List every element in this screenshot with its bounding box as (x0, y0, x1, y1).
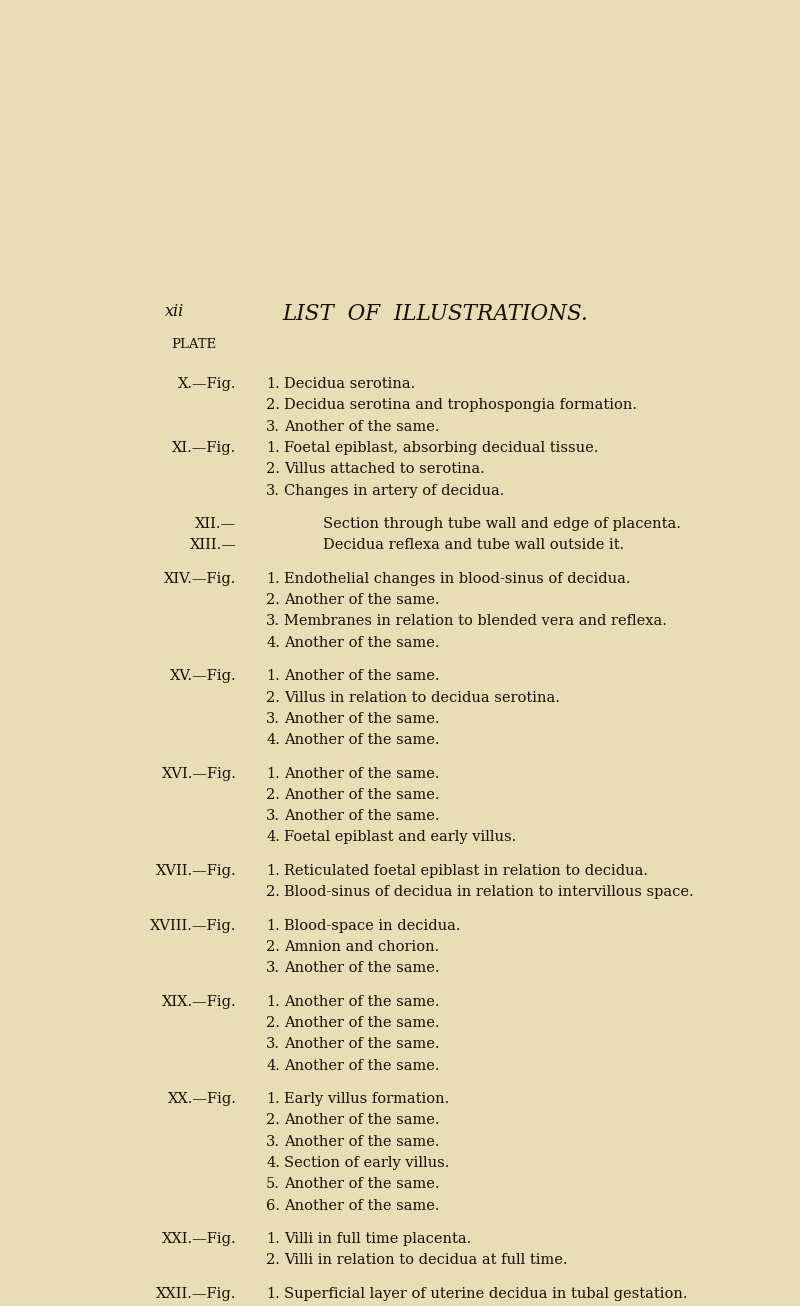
Text: Superficial layer of uterine decidua in tubal gestation.: Superficial layer of uterine decidua in … (284, 1286, 688, 1301)
Text: Another of the same.: Another of the same. (284, 1059, 440, 1072)
Text: Another of the same.: Another of the same. (284, 1037, 440, 1051)
Text: 2.: 2. (266, 691, 280, 704)
Text: XI.—Fig.: XI.—Fig. (172, 441, 237, 454)
Text: 3.: 3. (266, 1037, 280, 1051)
Text: XII.—: XII.— (195, 517, 237, 532)
Text: 3.: 3. (266, 419, 280, 434)
Text: XIV.—Fig.: XIV.—Fig. (164, 572, 237, 586)
Text: Another of the same.: Another of the same. (284, 788, 440, 802)
Text: 4.: 4. (266, 1156, 280, 1170)
Text: Another of the same.: Another of the same. (284, 1135, 440, 1148)
Text: Blood-space in decidua.: Blood-space in decidua. (284, 918, 461, 932)
Text: Decidua reflexa and tube wall outside it.: Decidua reflexa and tube wall outside it… (323, 538, 625, 552)
Text: Villus attached to serotina.: Villus attached to serotina. (284, 462, 485, 477)
Text: Another of the same.: Another of the same. (284, 712, 440, 726)
Text: xii: xii (165, 303, 184, 320)
Text: PLATE: PLATE (171, 338, 217, 351)
Text: XVII.—Fig.: XVII.—Fig. (156, 863, 237, 878)
Text: Membranes in relation to blended vera and reflexa.: Membranes in relation to blended vera an… (284, 615, 667, 628)
Text: 1.: 1. (266, 995, 280, 1008)
Text: XV.—Fig.: XV.—Fig. (170, 669, 237, 683)
Text: 1.: 1. (266, 918, 280, 932)
Text: 1.: 1. (266, 669, 280, 683)
Text: 4.: 4. (266, 733, 280, 747)
Text: XXI.—Fig.: XXI.—Fig. (162, 1232, 237, 1246)
Text: 2.: 2. (266, 593, 280, 607)
Text: Another of the same.: Another of the same. (284, 636, 440, 650)
Text: Another of the same.: Another of the same. (284, 593, 440, 607)
Text: Section through tube wall and edge of placenta.: Section through tube wall and edge of pl… (323, 517, 681, 532)
Text: 2.: 2. (266, 462, 280, 477)
Text: Villi in full time placenta.: Villi in full time placenta. (284, 1232, 471, 1246)
Text: Villi in relation to decidua at full time.: Villi in relation to decidua at full tim… (284, 1254, 568, 1267)
Text: 1.: 1. (266, 572, 280, 586)
Text: Another of the same.: Another of the same. (284, 1177, 440, 1191)
Text: Villus in relation to decidua serotina.: Villus in relation to decidua serotina. (284, 691, 560, 704)
Text: 6.: 6. (266, 1199, 280, 1212)
Text: Another of the same.: Another of the same. (284, 1113, 440, 1127)
Text: Another of the same.: Another of the same. (284, 810, 440, 823)
Text: 1.: 1. (266, 1232, 280, 1246)
Text: Another of the same.: Another of the same. (284, 1199, 440, 1212)
Text: 3.: 3. (266, 961, 280, 976)
Text: 2.: 2. (266, 398, 280, 413)
Text: Changes in artery of decidua.: Changes in artery of decidua. (284, 483, 505, 498)
Text: 1.: 1. (266, 863, 280, 878)
Text: Another of the same.: Another of the same. (284, 995, 440, 1008)
Text: Early villus formation.: Early villus formation. (284, 1092, 450, 1106)
Text: Decidua serotina and trophospongia formation.: Decidua serotina and trophospongia forma… (284, 398, 637, 413)
Text: Another of the same.: Another of the same. (284, 733, 440, 747)
Text: Foetal epiblast, absorbing decidual tissue.: Foetal epiblast, absorbing decidual tiss… (284, 441, 598, 454)
Text: Decidua serotina.: Decidua serotina. (284, 377, 415, 392)
Text: 4.: 4. (266, 1059, 280, 1072)
Text: Another of the same.: Another of the same. (284, 419, 440, 434)
Text: Endothelial changes in blood-sinus of decidua.: Endothelial changes in blood-sinus of de… (284, 572, 630, 586)
Text: Blood-sinus of decidua in relation to intervillous space.: Blood-sinus of decidua in relation to in… (284, 885, 694, 900)
Text: Section of early villus.: Section of early villus. (284, 1156, 450, 1170)
Text: Foetal epiblast and early villus.: Foetal epiblast and early villus. (284, 831, 516, 845)
Text: 2.: 2. (266, 1254, 280, 1267)
Text: XVI.—Fig.: XVI.—Fig. (162, 767, 237, 781)
Text: 3.: 3. (266, 615, 280, 628)
Text: 3.: 3. (266, 483, 280, 498)
Text: XXII.—Fig.: XXII.—Fig. (156, 1286, 237, 1301)
Text: Another of the same.: Another of the same. (284, 961, 440, 976)
Text: 3.: 3. (266, 712, 280, 726)
Text: XVIII.—Fig.: XVIII.—Fig. (150, 918, 237, 932)
Text: Another of the same.: Another of the same. (284, 767, 440, 781)
Text: XIX.—Fig.: XIX.—Fig. (162, 995, 237, 1008)
Text: 1.: 1. (266, 1286, 280, 1301)
Text: 2.: 2. (266, 885, 280, 900)
Text: 2.: 2. (266, 788, 280, 802)
Text: 4.: 4. (266, 636, 280, 650)
Text: 3.: 3. (266, 810, 280, 823)
Text: Another of the same.: Another of the same. (284, 1016, 440, 1030)
Text: LIST  OF  ILLUSTRATIONS.: LIST OF ILLUSTRATIONS. (282, 303, 588, 324)
Text: 2.: 2. (266, 940, 280, 953)
Text: 1.: 1. (266, 767, 280, 781)
Text: 1.: 1. (266, 1092, 280, 1106)
Text: 2.: 2. (266, 1113, 280, 1127)
Text: 2.: 2. (266, 1016, 280, 1030)
Text: 3.: 3. (266, 1135, 280, 1148)
Text: 4.: 4. (266, 831, 280, 845)
Text: Amnion and chorion.: Amnion and chorion. (284, 940, 439, 953)
Text: Another of the same.: Another of the same. (284, 669, 440, 683)
Text: Reticulated foetal epiblast in relation to decidua.: Reticulated foetal epiblast in relation … (284, 863, 648, 878)
Text: 5.: 5. (266, 1177, 280, 1191)
Text: 1.: 1. (266, 441, 280, 454)
Text: XIII.—: XIII.— (190, 538, 237, 552)
Text: XX.—Fig.: XX.—Fig. (167, 1092, 237, 1106)
Text: 1.: 1. (266, 377, 280, 392)
Text: X.—Fig.: X.—Fig. (178, 377, 237, 392)
